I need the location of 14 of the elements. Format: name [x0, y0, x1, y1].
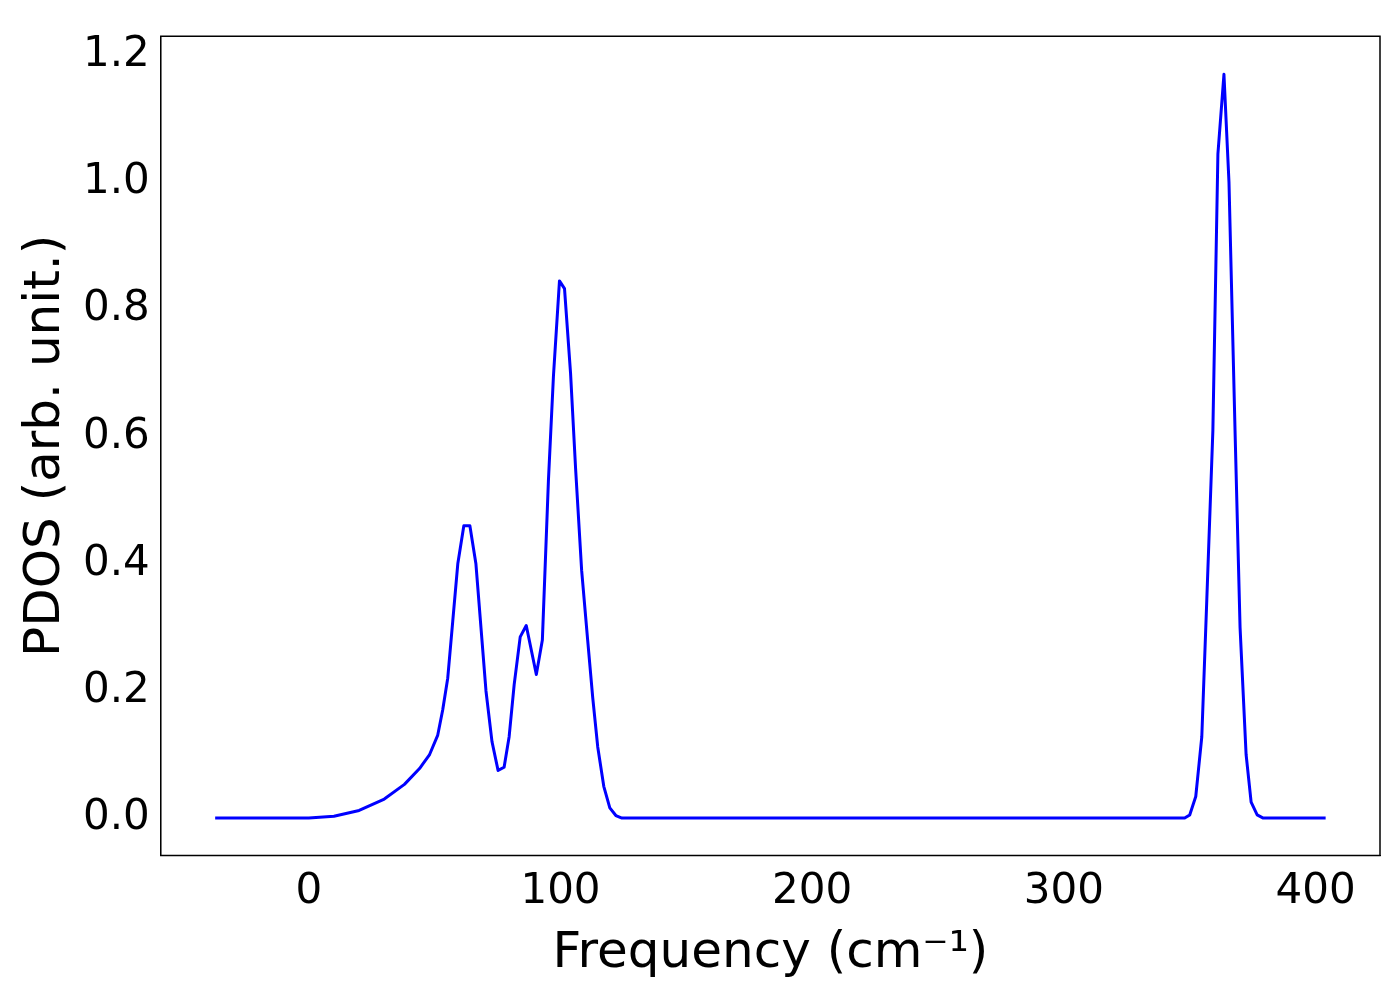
y-tick-label: 1.0	[83, 154, 150, 204]
x-tick-label: 300	[1023, 863, 1104, 913]
x-tick-label: 400	[1275, 863, 1356, 913]
y-tick-label: 0.6	[83, 408, 150, 458]
x-tick-label: 200	[772, 863, 853, 913]
x-tick-label: 0	[295, 863, 323, 913]
y-tick-label: 0.0	[83, 790, 150, 839]
x-tick-label: 100	[520, 863, 601, 913]
y-tick-label: 0.4	[83, 535, 150, 585]
x-axis-title: Frequency (cm⁻¹)	[552, 920, 989, 979]
y-tick-label: 0.8	[83, 281, 150, 331]
y-axis-title: PDOS (arb. unit.)	[12, 234, 71, 657]
y-tick-label: 0.2	[83, 662, 150, 712]
y-tick-label: 1.2	[83, 27, 150, 77]
